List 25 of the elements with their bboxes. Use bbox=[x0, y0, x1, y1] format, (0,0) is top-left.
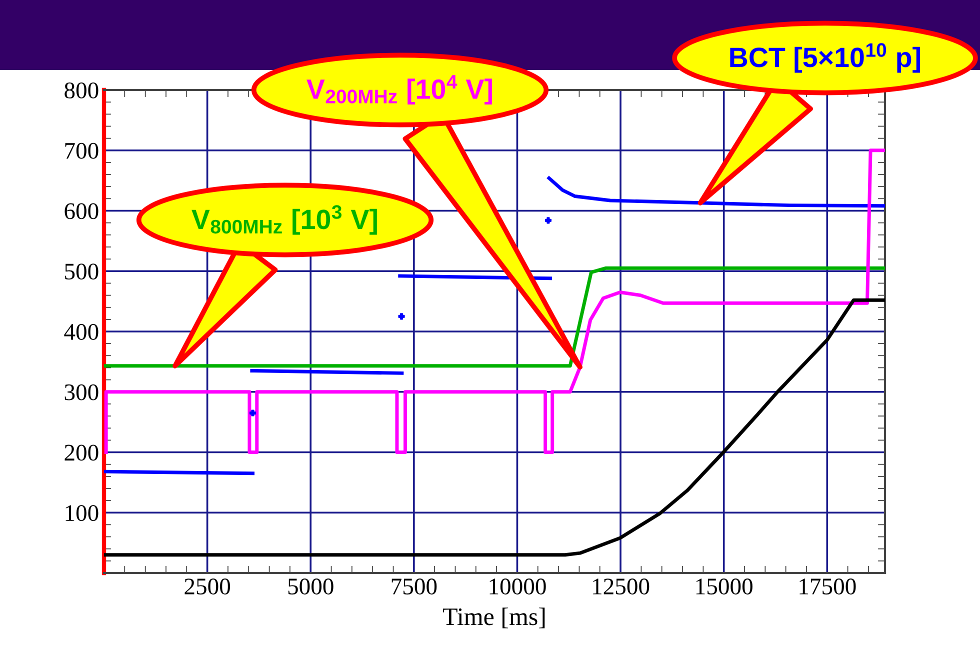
text: V$_{800MHz}$ [10$^{3}$ V] bbox=[192, 205, 377, 235]
y-tick-label: 500 bbox=[65, 264, 98, 280]
y-tick-label: 300 bbox=[64, 384, 98, 400]
y-tick-label: 700 bbox=[65, 142, 98, 159]
point bbox=[544, 217, 552, 224]
x-tick-label: 7500 bbox=[392, 578, 437, 594]
x-tick-label: 2500 bbox=[184, 578, 230, 594]
x-tick-label: 10000 bbox=[490, 578, 546, 594]
x-tick-label: 15000 bbox=[696, 578, 752, 594]
text: BCT [5×10$^{10}$ p] bbox=[730, 43, 920, 73]
point bbox=[398, 313, 405, 320]
y-tick-label: 100 bbox=[66, 505, 98, 522]
text: V$_{200MHz}$ [10$^{4}$ V] bbox=[306, 75, 492, 105]
y-tick-label: 400 bbox=[64, 324, 98, 340]
point bbox=[249, 410, 256, 416]
x-axis-title: Time [ms] bbox=[442, 608, 545, 628]
y-tick-label: 800 bbox=[64, 82, 98, 98]
line-series bbox=[547, 176, 885, 208]
y-tick-label: 600 bbox=[64, 203, 98, 220]
line-series bbox=[104, 148, 885, 454]
line-series bbox=[104, 298, 885, 557]
x-tick-label: 5000 bbox=[288, 578, 334, 594]
y-tick-label: 200 bbox=[64, 444, 98, 461]
x-tick-label: 12500 bbox=[593, 578, 650, 594]
x-tick-label: 17500 bbox=[800, 578, 856, 594]
